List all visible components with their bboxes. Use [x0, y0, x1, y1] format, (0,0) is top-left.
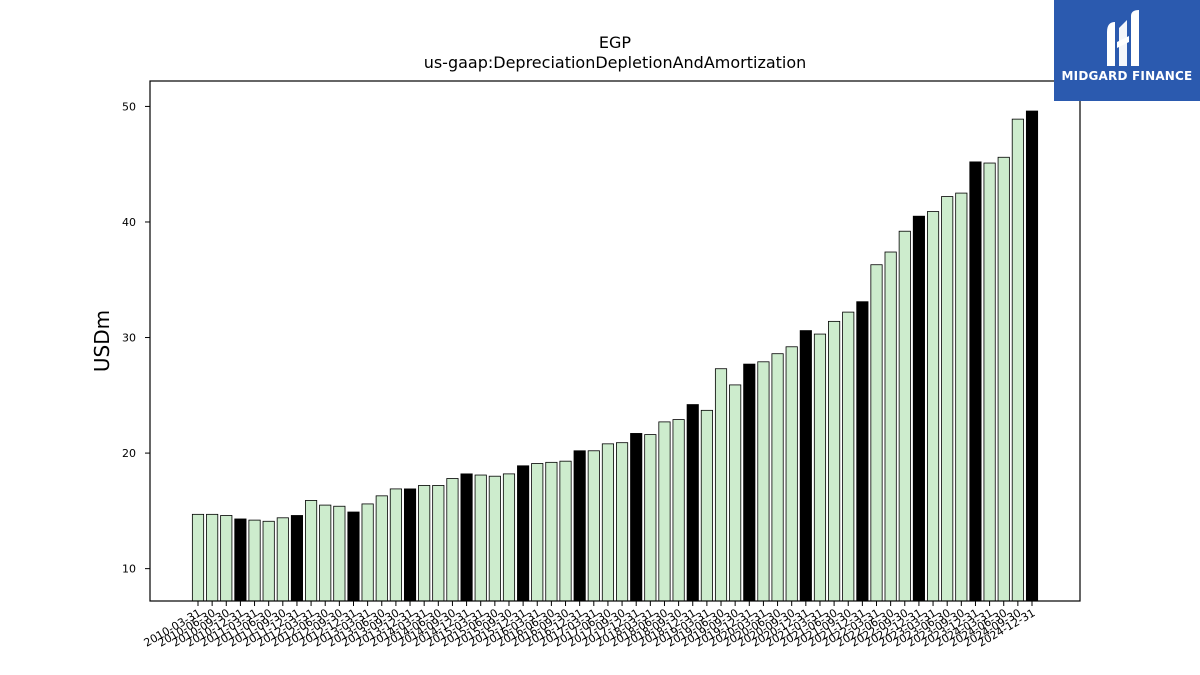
bar-2020-12-31 — [799, 330, 812, 602]
bar-2013-12-31 — [403, 488, 417, 602]
bar-2015-09-30 — [502, 473, 516, 602]
bar-2017-03-31 — [587, 450, 600, 602]
bar-2019-12-31 — [743, 363, 756, 602]
bar-2011-03-31 — [248, 519, 261, 602]
bar-2023-12-31 — [969, 161, 982, 602]
bar-2015-12-31 — [517, 465, 530, 602]
bar-2010-03-31 — [191, 513, 205, 602]
bar-2017-12-31 — [630, 433, 643, 602]
bar-2022-03-31 — [870, 264, 883, 602]
y-axis: 10 20 30 40 50 — [122, 100, 150, 576]
bar-2021-06-30 — [828, 320, 841, 602]
bar-2023-03-31 — [927, 211, 940, 602]
y-tick-label: 20 — [122, 447, 136, 460]
bar-2015-06-30 — [488, 475, 501, 602]
bar-2016-06-30 — [545, 461, 558, 602]
bar-2012-06-30 — [319, 504, 332, 602]
bar-2021-12-31 — [856, 301, 869, 602]
bar-2017-09-30 — [616, 442, 629, 602]
chart-title: EGP — [599, 33, 632, 52]
bar-2018-06-30 — [658, 421, 671, 602]
bar-2013-09-30 — [389, 488, 402, 602]
bar-2020-06-30 — [771, 353, 784, 602]
bar-2022-09-30 — [898, 230, 911, 602]
bar-2017-06-30 — [601, 443, 614, 602]
bar-2014-12-31 — [460, 473, 473, 602]
bar-2013-06-30 — [375, 495, 388, 602]
bar-2022-12-31 — [912, 215, 925, 602]
bar-2012-12-31 — [347, 511, 360, 602]
bar-2020-03-31 — [757, 361, 770, 602]
bar-2012-03-31 — [305, 500, 318, 602]
y-tick-label: 40 — [122, 216, 136, 229]
logo-mark-icon — [1107, 10, 1139, 66]
y-axis-label: USDm — [90, 310, 114, 372]
y-tick-label: 10 — [122, 563, 136, 576]
brand-logo: MIDGARD FINANCE — [1054, 0, 1200, 101]
bar-2018-03-31 — [644, 434, 657, 602]
bars-group — [191, 110, 1039, 602]
bar-2023-06-30 — [941, 196, 954, 602]
bar-2024-06-30 — [997, 156, 1010, 602]
bar-2015-03-31 — [474, 474, 487, 602]
bar-2019-09-30 — [729, 384, 742, 602]
bar-2013-03-31 — [361, 503, 374, 602]
y-tick-label: 30 — [122, 332, 136, 345]
logo-text: MIDGARD FINANCE — [1061, 69, 1193, 83]
bar-2011-12-31 — [290, 515, 304, 602]
bar-2018-09-30 — [672, 419, 685, 602]
bar-2016-12-31 — [573, 450, 586, 602]
bar-2011-06-30 — [262, 520, 275, 602]
bar-2011-09-30 — [276, 517, 289, 602]
x-axis: 2010-03-312010-06-302010-09-302010-12-31… — [142, 601, 1038, 650]
bar-2024-09-30 — [1011, 118, 1024, 602]
bar-2021-09-30 — [842, 311, 855, 602]
y-tick-label: 50 — [122, 100, 136, 113]
bar-2024-12-31 — [1025, 110, 1039, 602]
bar-2019-06-30 — [714, 368, 728, 602]
bar-2014-03-31 — [418, 485, 431, 602]
chart-subtitle: us-gaap:DepreciationDepletionAndAmortiza… — [424, 53, 807, 72]
bar-2023-09-30 — [955, 192, 968, 602]
bar-2012-09-30 — [333, 505, 346, 602]
bar-2010-12-31 — [234, 518, 247, 602]
plot-frame — [149, 80, 1081, 602]
bar-2021-03-31 — [813, 333, 827, 602]
bar-2014-09-30 — [446, 478, 459, 602]
bar-2019-03-31 — [700, 409, 713, 602]
bar-2016-03-31 — [531, 463, 544, 602]
bar-2010-09-30 — [220, 515, 233, 602]
bar-2010-06-30 — [206, 513, 219, 602]
bar-2016-09-30 — [559, 460, 572, 602]
bar-2024-03-31 — [983, 162, 996, 602]
bar-2014-06-30 — [432, 485, 445, 602]
bar-2022-06-30 — [884, 251, 897, 602]
bar-2018-12-31 — [686, 404, 699, 602]
bar-2020-09-30 — [785, 346, 798, 602]
